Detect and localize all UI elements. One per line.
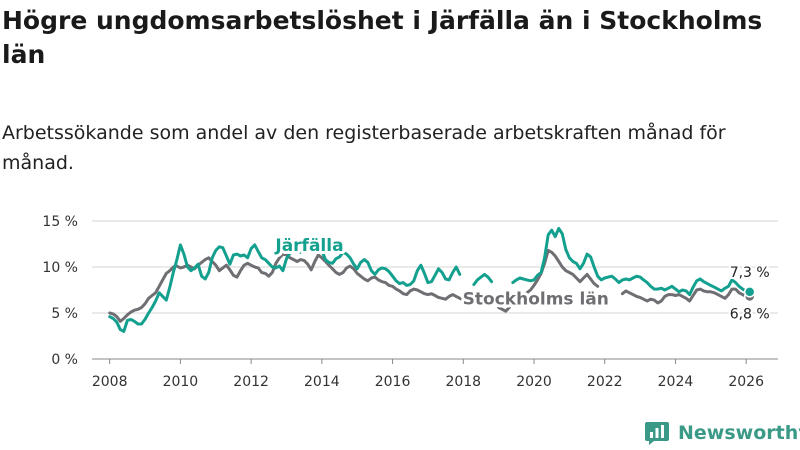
- newsworthy-logo-icon: [645, 422, 669, 445]
- end-value-label: 6,8 %: [730, 306, 770, 322]
- series-annotation: Järfälla: [274, 236, 343, 256]
- label-layer: Järfälla Stockholms län 7,3 % 6,8 %: [271, 233, 771, 325]
- y-tick-label: 5 %: [51, 306, 78, 322]
- y-tick-label: 15 %: [42, 214, 78, 230]
- series-annotation: Stockholms län: [463, 289, 609, 309]
- brand-name: Newsworthy: [678, 422, 800, 444]
- series-line-stockholms-l-n: [108, 248, 752, 323]
- grid-layer: [92, 220, 778, 360]
- series-line-j-rf-lla: [108, 226, 752, 333]
- chart-title: Högre ungdomsarbetslöshet i Järfälla än …: [2, 6, 763, 69]
- x-tick-label: 2016: [375, 374, 411, 390]
- x-tick-label: 2018: [445, 374, 481, 390]
- x-tick-label: 2008: [92, 374, 128, 390]
- x-tick-label: 2024: [658, 374, 694, 390]
- axis-layer: 0 % 5 % 10 % 15 % 2008 2010 2012 2014 2016 2018 20…: [42, 214, 764, 390]
- x-tick-label: 2014: [304, 374, 340, 390]
- x-tick-label: 2026: [728, 374, 764, 390]
- x-tick-label: 2020: [516, 374, 552, 390]
- chart-subtitle: Arbetssökande som andel av den registerb…: [2, 122, 726, 174]
- end-point-marker: [743, 286, 756, 298]
- x-tick-label: 2022: [587, 374, 623, 390]
- y-tick-label: 10 %: [42, 260, 78, 276]
- series-layer: [108, 226, 756, 333]
- x-tick-label: 2010: [163, 374, 199, 390]
- brand-logo: Newsworthy: [644, 419, 800, 447]
- end-value-label: 7,3 %: [730, 265, 770, 281]
- x-tick-label: 2012: [233, 374, 269, 390]
- y-tick-label: 0 %: [51, 352, 78, 368]
